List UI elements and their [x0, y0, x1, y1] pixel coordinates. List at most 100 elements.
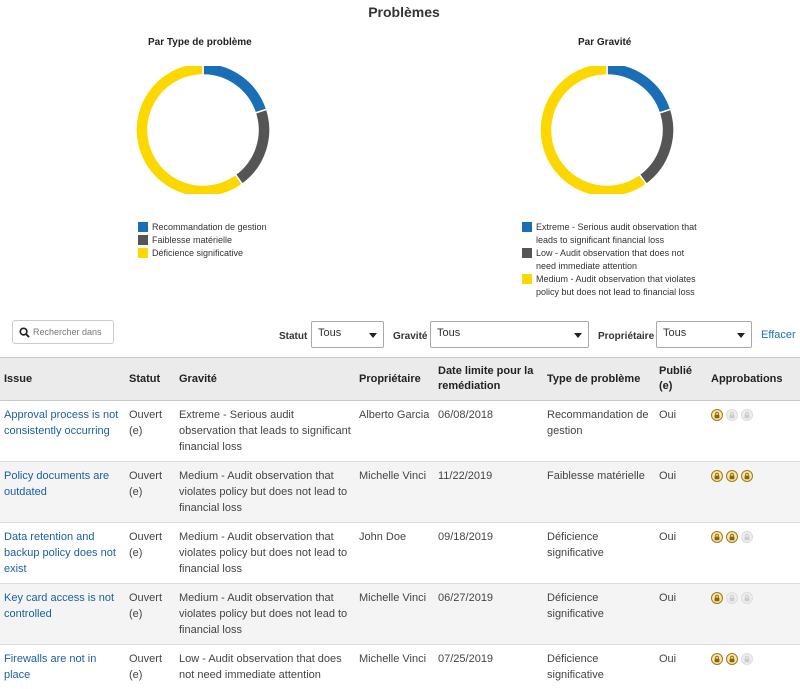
- statut-filter-select[interactable]: Tous: [311, 321, 384, 348]
- cell-type: Recommandation de gestion: [547, 409, 649, 437]
- header-date[interactable]: Date limite pour la remédiation: [438, 365, 534, 392]
- approval-lock-icon[interactable]: [726, 592, 738, 604]
- statut-filter-value: Tous: [318, 327, 342, 339]
- approval-lock-icon[interactable]: [726, 470, 738, 482]
- donut-slice[interactable]: [135, 66, 244, 194]
- cell-gravite: Medium - Audit observation that violates…: [179, 531, 348, 575]
- gravite-filter-label: Gravité: [393, 331, 428, 342]
- cell-proprietaire: Michelle Vinci: [359, 470, 427, 482]
- cell-statut: Ouvert (e): [129, 409, 163, 437]
- cell-publie: Oui: [659, 470, 677, 482]
- clear-filters-link[interactable]: Effacer: [761, 329, 796, 341]
- legend-swatch: [138, 222, 148, 232]
- issue-link[interactable]: Key card access is not controlled: [4, 592, 115, 620]
- issue-link[interactable]: Data retention and backup policy does no…: [4, 531, 116, 575]
- legend-item[interactable]: Extreme - Serious audit observation that…: [522, 221, 702, 247]
- table-row[interactable]: Approval process is not consistently occ…: [0, 401, 800, 462]
- legend-swatch: [522, 248, 532, 258]
- cell-date: 11/22/2019: [438, 470, 493, 482]
- cell-statut: Ouvert (e): [129, 470, 163, 498]
- approvals-group: [711, 529, 796, 543]
- cell-publie: Oui: [659, 409, 677, 421]
- cell-publie: Oui: [659, 531, 677, 543]
- gravity-chart-legend: Extreme - Serious audit observation that…: [522, 221, 702, 299]
- table-row[interactable]: Policy documents are outdated Ouvert (e) M…: [0, 461, 800, 523]
- page-title: Problèmes: [368, 4, 440, 20]
- header-type[interactable]: Type de problème: [547, 372, 641, 385]
- cell-proprietaire: John Doe: [359, 531, 407, 543]
- type-chart-legend: Recommandation de gestion Faiblesse matér…: [138, 221, 267, 260]
- approval-lock-icon[interactable]: [711, 592, 723, 604]
- cell-publie: Oui: [659, 592, 677, 604]
- cell-date: 06/08/2018: [438, 409, 494, 421]
- gravite-filter-value: Tous: [437, 327, 461, 339]
- approval-lock-icon[interactable]: [741, 531, 753, 543]
- legend-swatch: [522, 222, 532, 232]
- header-issue[interactable]: Issue: [4, 372, 33, 385]
- table-row[interactable]: Key card access is not controlled Ouvert …: [0, 583, 800, 645]
- legend-swatch: [138, 248, 148, 258]
- legend-item[interactable]: Recommandation de gestion: [138, 221, 267, 234]
- approvals-group: [711, 651, 796, 665]
- cell-type: Faiblesse matérielle: [547, 470, 645, 482]
- table-header-row: Issue Statut Gravité Propriétaire Date l…: [0, 357, 800, 401]
- table-row[interactable]: Data retention and backup policy does no…: [0, 523, 800, 584]
- type-donut-chart: [135, 66, 271, 194]
- approval-lock-icon[interactable]: [726, 653, 738, 665]
- table-row[interactable]: Firewalls are not in place Ouvert (e) Low …: [0, 645, 800, 689]
- gravite-filter-select[interactable]: Tous: [430, 321, 589, 348]
- proprietaire-filter-label: Propriétaire: [598, 331, 655, 342]
- search-box[interactable]: [12, 320, 114, 344]
- approval-lock-icon[interactable]: [711, 470, 723, 482]
- issue-link[interactable]: Policy documents are outdated: [4, 470, 110, 498]
- donut-slice[interactable]: [606, 66, 672, 114]
- cell-gravite: Extreme - Serious audit observation that…: [179, 409, 351, 453]
- cell-publie: Oui: [659, 653, 677, 665]
- approval-lock-icon[interactable]: [711, 409, 723, 421]
- cell-type: Déficience significative: [547, 592, 604, 620]
- type-chart-title: Par Type de problème: [148, 37, 252, 48]
- proprietaire-filter-select[interactable]: Tous: [656, 321, 752, 348]
- legend-item[interactable]: Déficience significative: [138, 247, 267, 260]
- cell-gravite: Medium - Audit observation that violates…: [179, 470, 348, 514]
- approval-lock-icon[interactable]: [711, 531, 723, 543]
- search-input[interactable]: [33, 327, 113, 337]
- gravity-donut-chart: [539, 66, 675, 194]
- legend-swatch: [138, 235, 148, 245]
- legend-item[interactable]: Faiblesse matérielle: [138, 234, 267, 247]
- cell-type: Déficience significative: [547, 653, 604, 681]
- header-proprietaire[interactable]: Propriétaire: [359, 372, 421, 385]
- donut-slice[interactable]: [539, 66, 648, 194]
- header-approbations[interactable]: Approbations: [711, 372, 783, 385]
- cell-gravite: Medium - Audit observation that violates…: [179, 592, 348, 636]
- cell-approbations: [707, 523, 800, 584]
- donut-slice[interactable]: [202, 66, 268, 114]
- approval-lock-icon[interactable]: [741, 653, 753, 665]
- donut-slice[interactable]: [234, 108, 271, 186]
- header-publie[interactable]: Publié (e): [659, 365, 693, 392]
- donut-slice[interactable]: [638, 108, 675, 186]
- chevron-down-icon: [369, 333, 377, 338]
- chevron-down-icon: [574, 333, 582, 338]
- approval-lock-icon[interactable]: [741, 592, 753, 604]
- gravity-chart-title: Par Gravité: [578, 37, 632, 48]
- header-statut[interactable]: Statut: [129, 372, 161, 385]
- issue-link[interactable]: Approval process is not consistently occ…: [4, 409, 119, 437]
- approval-lock-icon[interactable]: [741, 470, 753, 482]
- approval-lock-icon[interactable]: [741, 409, 753, 421]
- header-gravite[interactable]: Gravité: [179, 372, 217, 385]
- legend-item[interactable]: Medium - Audit observation that violates…: [522, 273, 702, 299]
- approval-lock-icon[interactable]: [726, 409, 738, 421]
- legend-item[interactable]: Low - Audit observation that does not ne…: [522, 247, 702, 273]
- chevron-down-icon: [737, 333, 745, 338]
- cell-approbations: [707, 462, 800, 523]
- issue-link[interactable]: Firewalls are not in place: [4, 653, 97, 681]
- cell-date: 09/18/2019: [438, 531, 494, 543]
- approvals-group: [711, 468, 796, 482]
- approval-lock-icon[interactable]: [726, 531, 738, 543]
- cell-approbations: [707, 584, 800, 645]
- cell-date: 07/25/2019: [438, 653, 494, 665]
- approval-lock-icon[interactable]: [711, 653, 723, 665]
- cell-date: 06/27/2019: [438, 592, 494, 604]
- legend-label: Extreme - Serious audit observation that…: [536, 222, 697, 245]
